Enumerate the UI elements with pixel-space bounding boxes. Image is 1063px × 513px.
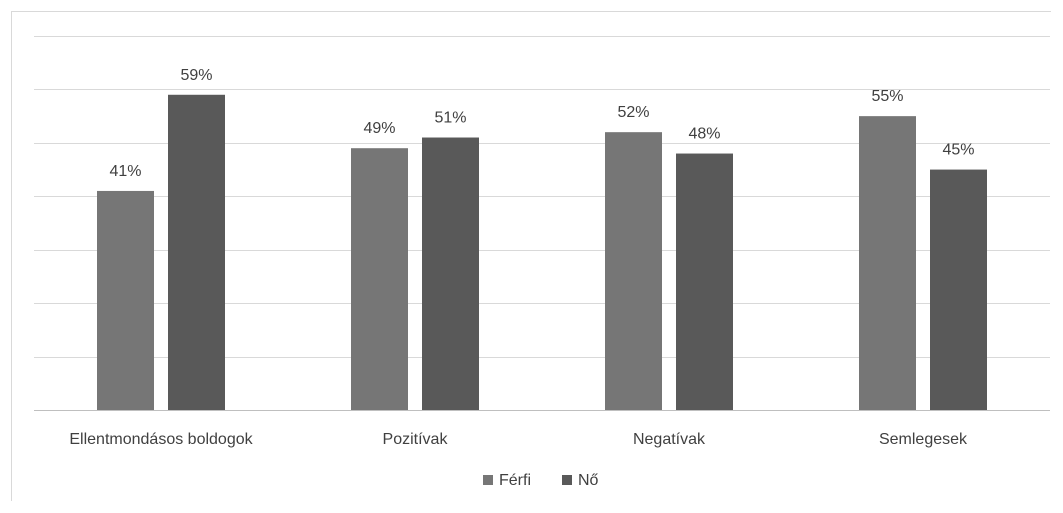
data-label: 51% <box>434 110 466 127</box>
legend: Férfi Nő <box>483 472 599 489</box>
bar-ferfi-1 <box>97 190 154 410</box>
category-label: Pozitívak <box>383 431 449 448</box>
data-label: 52% <box>617 104 649 121</box>
legend-swatch-no <box>562 475 572 485</box>
category-label: Negatívak <box>633 431 706 448</box>
legend-label-ferfi: Férfi <box>499 472 531 489</box>
bars <box>97 94 987 411</box>
data-label: 48% <box>688 126 720 143</box>
bar-no-3 <box>676 153 733 411</box>
data-label: 41% <box>109 163 141 180</box>
legend-swatch-ferfi <box>483 475 493 485</box>
category-labels: Ellentmondásos boldogok Pozitívak Negatíva… <box>69 431 968 448</box>
chart-frame <box>11 11 1051 501</box>
bar-no-2 <box>422 137 479 410</box>
data-label: 55% <box>871 88 903 105</box>
category-label: Semlegesek <box>879 431 968 448</box>
bar-no-4 <box>930 169 987 410</box>
legend-label-no: Nő <box>578 472 599 489</box>
data-label: 45% <box>942 142 974 159</box>
bar-no-1 <box>168 94 225 411</box>
data-label: 49% <box>363 120 395 137</box>
category-label: Ellentmondásos boldogok <box>69 431 253 448</box>
bar-ferfi-4 <box>859 116 916 411</box>
bar-ferfi-3 <box>605 132 662 410</box>
bar-ferfi-2 <box>351 148 408 410</box>
data-labels: 41% 59% 49% 51% 52% 48% 55% 45% <box>109 67 974 180</box>
data-label: 59% <box>180 67 212 84</box>
